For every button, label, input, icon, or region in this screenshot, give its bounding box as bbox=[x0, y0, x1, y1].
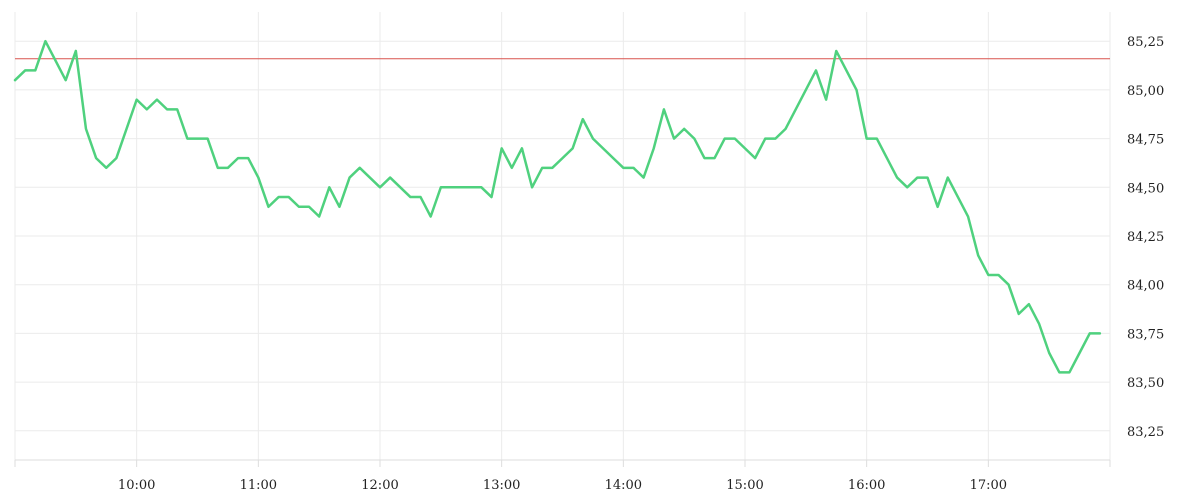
x-tick-label: 12:00 bbox=[361, 478, 398, 493]
grid bbox=[14, 12, 1111, 460]
y-tick-label: 83,75 bbox=[1127, 327, 1164, 342]
y-tick-label: 83,50 bbox=[1127, 376, 1164, 391]
y-tick-label: 84,50 bbox=[1127, 181, 1164, 196]
series-layer bbox=[13, 39, 1102, 374]
y-tick-label: 84,75 bbox=[1127, 133, 1164, 148]
y-tick-label: 84,25 bbox=[1127, 230, 1164, 245]
y-tick-label: 85,00 bbox=[1127, 84, 1164, 99]
x-tick-label: 16:00 bbox=[848, 478, 885, 493]
series-line bbox=[13, 39, 1102, 374]
x-tick-label: 14:00 bbox=[605, 478, 642, 493]
x-tick-label: 11:00 bbox=[240, 478, 277, 493]
x-axis: 10:00 11:00 12:00 13:00 14:00 15:00 16:00 17:00 bbox=[14, 459, 1111, 493]
x-tick-label: 15:00 bbox=[726, 478, 763, 493]
y-axis: 83,25 83,50 83,75 84,00 84,25 84,50 84,75 85,00… bbox=[1127, 35, 1164, 440]
x-tick-label: 13:00 bbox=[483, 478, 520, 493]
y-tick-label: 83,25 bbox=[1127, 425, 1164, 440]
y-tick-label: 84,00 bbox=[1127, 279, 1164, 294]
y-tick-label: 85,25 bbox=[1127, 35, 1164, 50]
x-tick-label: 17:00 bbox=[970, 478, 1007, 493]
x-tick-label: 10:00 bbox=[118, 478, 155, 493]
